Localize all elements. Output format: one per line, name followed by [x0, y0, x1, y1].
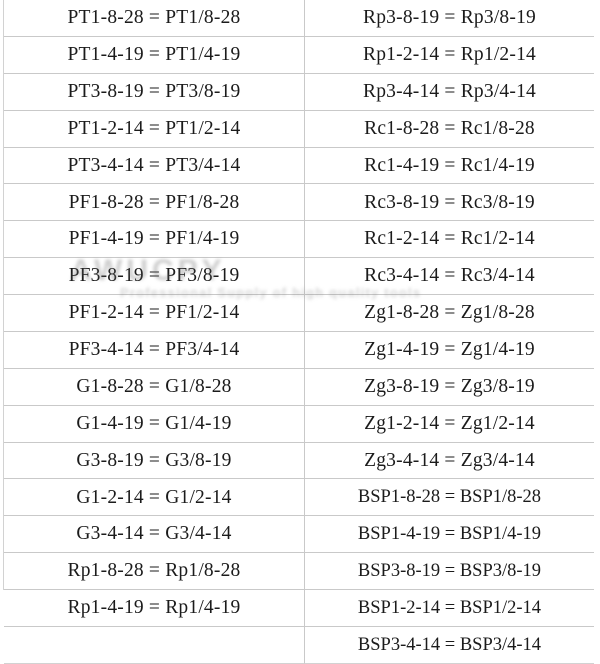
- cell-value: Rc1-2-14 = Rc1/2-14: [364, 228, 535, 250]
- cell-value: Rp3-8-19 = Rp3/8-19: [363, 7, 536, 29]
- table-cell-left-6: PF1-8-28 = PF1/8-28: [4, 184, 304, 222]
- cell-value: PF1-8-28 = PF1/8-28: [68, 191, 240, 213]
- cell-value: BSP1-2-14 = BSP1/2-14: [357, 597, 542, 618]
- cell-value: Rp1-8-28 = Rp1/8-28: [67, 560, 241, 582]
- table-cell-right-16: BSP3-8-19 = BSP3/8-19: [304, 553, 594, 590]
- cell-value: BSP1-8-28 = BSP1/8-28: [357, 487, 542, 508]
- table-cell-right-3: Rp3-4-14 = Rp3/4-14: [304, 73, 594, 111]
- cell-value: G1-8-28 = G1/8-28: [76, 375, 232, 397]
- cell-value: PT3-8-19 = PT3/8-19: [67, 80, 241, 102]
- cell-value: BSP3-8-19 = BSP3/8-19: [357, 560, 542, 581]
- conversion-table: PT1-8-28 = PT1/8-28 Rp3-8-19 = Rp3/8-19 PT…: [3, 0, 594, 664]
- table-cell-left-8: PF3-8-19 = PF3/8-19: [4, 258, 304, 295]
- table-cell-left-15: G3-4-14 = G3/4-14: [4, 516, 304, 554]
- cell-value: BSP1-4-19 = BSP1/4-19: [357, 523, 542, 544]
- table-cell-right-10: Zg1-4-19 = Zg1/4-19: [304, 331, 594, 369]
- table-cell-right-13: Zg3-4-14 = Zg3/4-14: [304, 442, 594, 480]
- table-cell-left-5: PT3-4-14 = PT3/4-14: [4, 147, 304, 185]
- table-cell-left-4: PT1-2-14 = PT1/2-14: [4, 110, 304, 148]
- table-cell-left-9: PF1-2-14 = PF1/2-14: [4, 295, 304, 332]
- conversion-table-grid: PT1-8-28 = PT1/8-28 Rp3-8-19 = Rp3/8-19 PT…: [3, 0, 594, 664]
- cell-value: Rc1-4-19 = Rc1/4-19: [364, 154, 535, 176]
- cell-value: G1-2-14 = G1/2-14: [76, 486, 232, 508]
- table-cell-right-1: Rp3-8-19 = Rp3/8-19: [304, 0, 594, 37]
- cell-value: Rp1-4-19 = Rp1/4-19: [67, 597, 241, 619]
- table-cell-right-15: BSP1-4-19 = BSP1/4-19: [304, 516, 594, 554]
- table-cell-right-5: Rc1-4-19 = Rc1/4-19: [304, 147, 594, 185]
- cell-value: PF3-8-19 = PF3/8-19: [68, 265, 240, 287]
- cell-value: PF3-4-14 = PF3/4-14: [68, 339, 240, 361]
- table-cell-right-12: Zg1-2-14 = Zg1/2-14: [304, 405, 594, 443]
- table-cell-right-14: BSP1-8-28 = BSP1/8-28: [304, 479, 594, 517]
- cell-value: PT1-2-14 = PT1/2-14: [67, 117, 241, 139]
- cell-value: Zg1-4-19 = Zg1/4-19: [364, 339, 535, 361]
- table-cell-left-17: Rp1-4-19 = Rp1/4-19: [4, 590, 304, 627]
- cell-value: PF1-2-14 = PF1/2-14: [68, 302, 240, 324]
- table-cell-left-11: G1-8-28 = G1/8-28: [4, 368, 304, 406]
- table-cell-left-18: [4, 626, 304, 664]
- cell-value: Rc1-8-28 = Rc1/8-28: [364, 117, 535, 139]
- table-cell-right-7: Rc1-2-14 = Rc1/2-14: [304, 221, 594, 259]
- table-cell-left-2: PT1-4-19 = PT1/4-19: [4, 36, 304, 74]
- table-cell-left-13: G3-8-19 = G3/8-19: [4, 442, 304, 480]
- cell-value: Rc3-8-19 = Rc3/8-19: [364, 191, 535, 213]
- cell-value: Zg3-8-19 = Zg3/8-19: [364, 375, 535, 397]
- cell-value: G3-4-14 = G3/4-14: [76, 523, 232, 545]
- table-cell-right-6: Rc3-8-19 = Rc3/8-19: [304, 184, 594, 222]
- cell-value: PT1-4-19 = PT1/4-19: [67, 44, 241, 66]
- cell-value: Zg3-4-14 = Zg3/4-14: [364, 449, 535, 471]
- table-cell-right-17: BSP1-2-14 = BSP1/2-14: [304, 590, 594, 627]
- cell-value: Rp3-4-14 = Rp3/4-14: [363, 80, 536, 102]
- table-cell-left-12: G1-4-19 = G1/4-19: [4, 405, 304, 443]
- table-cell-right-2: Rp1-2-14 = Rp1/2-14: [304, 36, 594, 74]
- table-cell-left-16: Rp1-8-28 = Rp1/8-28: [4, 553, 304, 590]
- table-cell-right-18: BSP3-4-14 = BSP3/4-14: [304, 626, 594, 664]
- table-cell-right-11: Zg3-8-19 = Zg3/8-19: [304, 368, 594, 406]
- table-cell-right-8: Rc3-4-14 = Rc3/4-14: [304, 258, 594, 295]
- cell-value: G3-8-19 = G3/8-19: [76, 449, 232, 471]
- table-cell-left-14: G1-2-14 = G1/2-14: [4, 479, 304, 517]
- cell-value: PT1-8-28 = PT1/8-28: [67, 7, 241, 29]
- table-cell-left-7: PF1-4-19 = PF1/4-19: [4, 221, 304, 259]
- table-cell-left-1: PT1-8-28 = PT1/8-28: [4, 0, 304, 37]
- cell-value: PF1-4-19 = PF1/4-19: [68, 228, 240, 250]
- cell-value: Rc3-4-14 = Rc3/4-14: [364, 265, 535, 287]
- cell-value: G1-4-19 = G1/4-19: [76, 412, 232, 434]
- cell-value: Zg1-2-14 = Zg1/2-14: [364, 412, 535, 434]
- cell-value: PT3-4-14 = PT3/4-14: [67, 154, 241, 176]
- table-cell-left-10: PF3-4-14 = PF3/4-14: [4, 331, 304, 369]
- cell-value: BSP3-4-14 = BSP3/4-14: [357, 634, 542, 655]
- table-cell-right-9: Zg1-8-28 = Zg1/8-28: [304, 295, 594, 332]
- table-cell-right-4: Rc1-8-28 = Rc1/8-28: [304, 110, 594, 148]
- cell-value: Rp1-2-14 = Rp1/2-14: [363, 44, 536, 66]
- cell-value: Zg1-8-28 = Zg1/8-28: [364, 302, 535, 324]
- table-cell-left-3: PT3-8-19 = PT3/8-19: [4, 73, 304, 111]
